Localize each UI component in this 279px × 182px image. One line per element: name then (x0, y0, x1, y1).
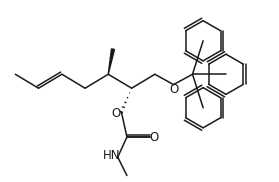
Text: O: O (169, 83, 179, 96)
Text: O: O (112, 107, 121, 120)
Polygon shape (108, 49, 114, 74)
Text: HN: HN (103, 149, 120, 162)
Text: O: O (149, 130, 158, 144)
